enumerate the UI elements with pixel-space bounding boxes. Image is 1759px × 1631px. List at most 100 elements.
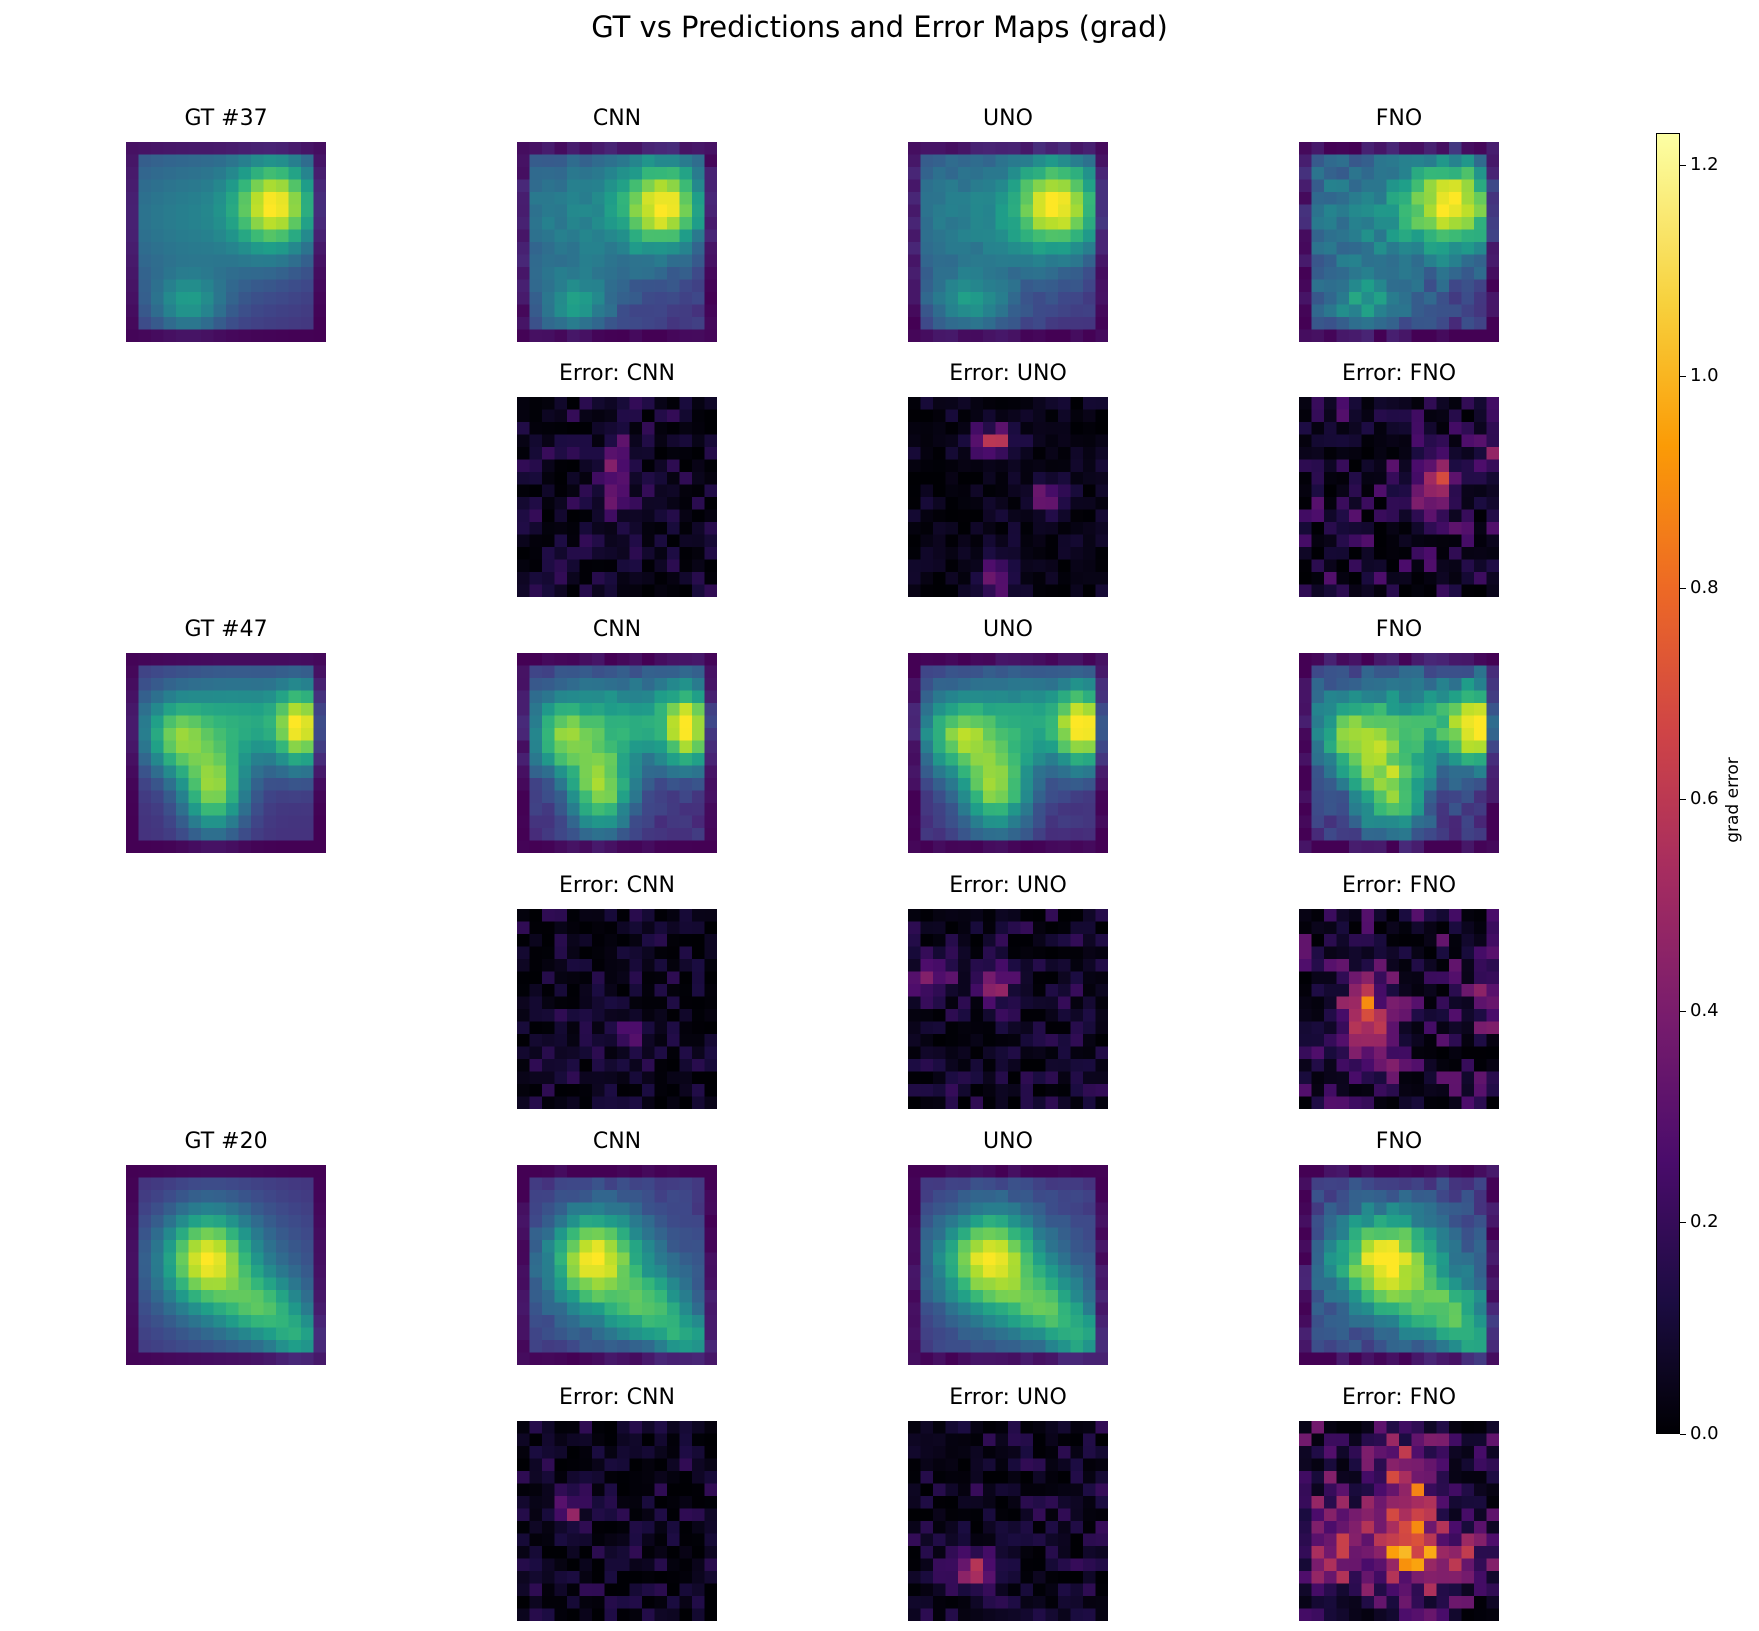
heatmap-cell [1095,1571,1108,1584]
heatmap-cell [542,1315,555,1328]
heatmap-cell [1020,1483,1034,1497]
heatmap-cell [1436,996,1450,1010]
heatmap-cell [138,728,152,741]
heatmap-cell [1083,1571,1096,1584]
heatmap-cell [313,1177,326,1191]
heatmap-cell [983,1202,996,1216]
heatmap-cell [188,142,202,155]
heatmap-cell [933,472,946,485]
heatmap-cell [1095,1315,1108,1328]
heatmap-cell [1411,1059,1425,1072]
heatmap-cell [301,1352,314,1365]
heatmap-cell [1399,472,1412,485]
pred-title-uno: UNO [983,1129,1033,1154]
heatmap-cell [920,242,934,255]
heatmap-cell [1474,1202,1487,1216]
heatmap-cell [1020,1252,1034,1266]
heatmap-cell [151,690,164,704]
heatmap-cell [1299,996,1312,1010]
heatmap-cell [704,397,717,410]
heatmap-cell [1045,1327,1059,1341]
heatmap-cell [983,1265,996,1278]
heatmap-cell [933,678,946,691]
heatmap-cell [908,934,921,947]
heatmap-cell [1045,715,1059,729]
heatmap-cell [679,959,693,972]
heatmap-cell [692,1508,705,1522]
heatmap-cell [1070,304,1084,318]
heatmap-cell [529,1290,543,1303]
heatmap-cell [1324,217,1337,230]
heatmap-cell [933,665,946,679]
heatmap-cell [1033,242,1046,255]
heatmap-cell [1095,422,1108,435]
heatmap-cell [1095,1240,1108,1253]
heatmap-cell [529,1315,543,1328]
heatmap-cell [517,1483,530,1497]
heatmap-cell [945,1290,959,1303]
heatmap-cell [1386,1046,1400,1060]
heatmap-cell [592,1302,605,1316]
heatmap-cell [692,142,705,155]
heatmap-cell [1336,996,1350,1010]
heatmap-cell [529,840,543,853]
heatmap-cell [654,1302,668,1316]
heatmap-cell [1033,815,1046,829]
heatmap-cell [958,1227,971,1241]
heatmap-cell [1324,840,1337,853]
heatmap-cell [617,142,630,155]
heatmap-cell [554,1352,568,1365]
heatmap-cell [1349,909,1362,922]
heatmap-cell [629,167,643,180]
heatmap-cell [1374,1071,1387,1085]
heatmap-cell [933,815,946,829]
heatmap-cell [604,959,618,972]
heatmap-cell [692,154,705,168]
heatmap-cell [313,192,326,205]
heatmap-cell [642,1302,655,1316]
heatmap-cell [1474,1071,1487,1085]
heatmap-cell [554,959,568,972]
heatmap-cell [213,678,227,691]
heatmap-cell [654,1177,668,1191]
heatmap-cell [1008,1096,1021,1109]
heatmap-cell [667,946,680,960]
heatmap-cell [970,1009,984,1022]
heatmap-cell [251,1340,264,1353]
heatmap-cell [1486,690,1499,704]
heatmap-cell [617,242,630,255]
heatmap-cell [1461,840,1475,853]
heatmap-cell [1486,790,1499,804]
heatmap-cell [933,690,946,704]
heatmap-cell [958,267,971,280]
heatmap-cell [1058,1521,1071,1534]
heatmap-cell [529,1240,543,1253]
heatmap-cell [679,1546,693,1559]
heatmap-cell [908,559,921,573]
heatmap-cell [1324,1009,1337,1022]
heatmap-cell [1461,815,1475,829]
heatmap-cell [1361,329,1375,342]
heatmap-cell [517,1421,530,1434]
heatmap-cell [692,1215,705,1228]
heatmap-cell [1349,1096,1362,1109]
heatmap-cell [163,790,177,804]
heatmap-cell [642,1059,655,1072]
heatmap-cell [517,254,530,268]
heatmap-cell [958,1315,971,1328]
heatmap-cell [617,1608,630,1621]
heatmap-cell [567,678,580,691]
heatmap-cell [1008,921,1021,935]
heatmap-cell [945,778,959,791]
heatmap-cell [1299,909,1312,922]
heatmap-cell [1033,1265,1046,1278]
heatmap-cell [1461,690,1475,704]
heatmap-cell [1070,740,1084,754]
heatmap-cell [629,1265,643,1278]
heatmap-cell [1311,459,1325,473]
heatmap-cell [1349,242,1362,255]
heatmap-cell [567,1508,580,1522]
heatmap-cell [276,279,289,293]
heatmap-cell [1411,229,1425,243]
heatmap-cell [188,1252,202,1266]
